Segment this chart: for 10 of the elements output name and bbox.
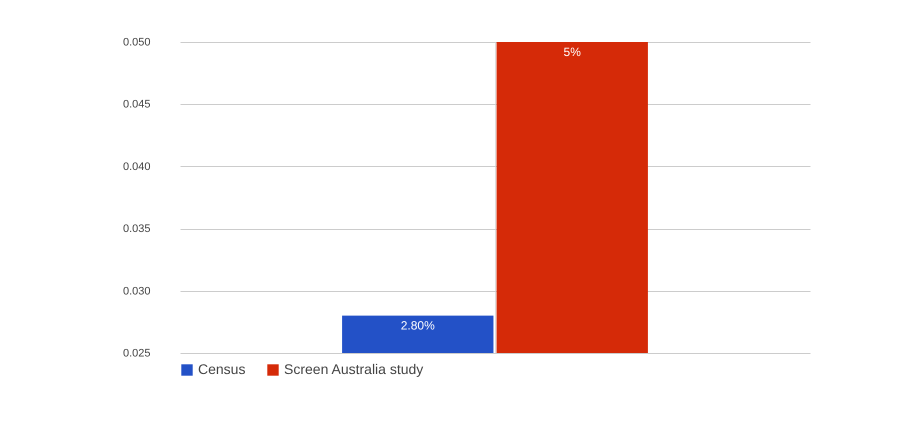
legend-label: Screen Australia study [284, 361, 424, 377]
y-tick-label: 0.045 [122, 98, 150, 111]
y-tick-label: 0.040 [122, 160, 150, 173]
y-tick-label: 0.050 [122, 36, 150, 48]
data-label: 5% [564, 45, 582, 59]
data-label: 2.80% [400, 318, 436, 333]
y-tick-label: 0.030 [122, 285, 150, 298]
legend-label: Census [198, 361, 246, 377]
y-tick-label: 0.035 [122, 223, 150, 236]
y-tick-label: 0.025 [122, 348, 150, 360]
